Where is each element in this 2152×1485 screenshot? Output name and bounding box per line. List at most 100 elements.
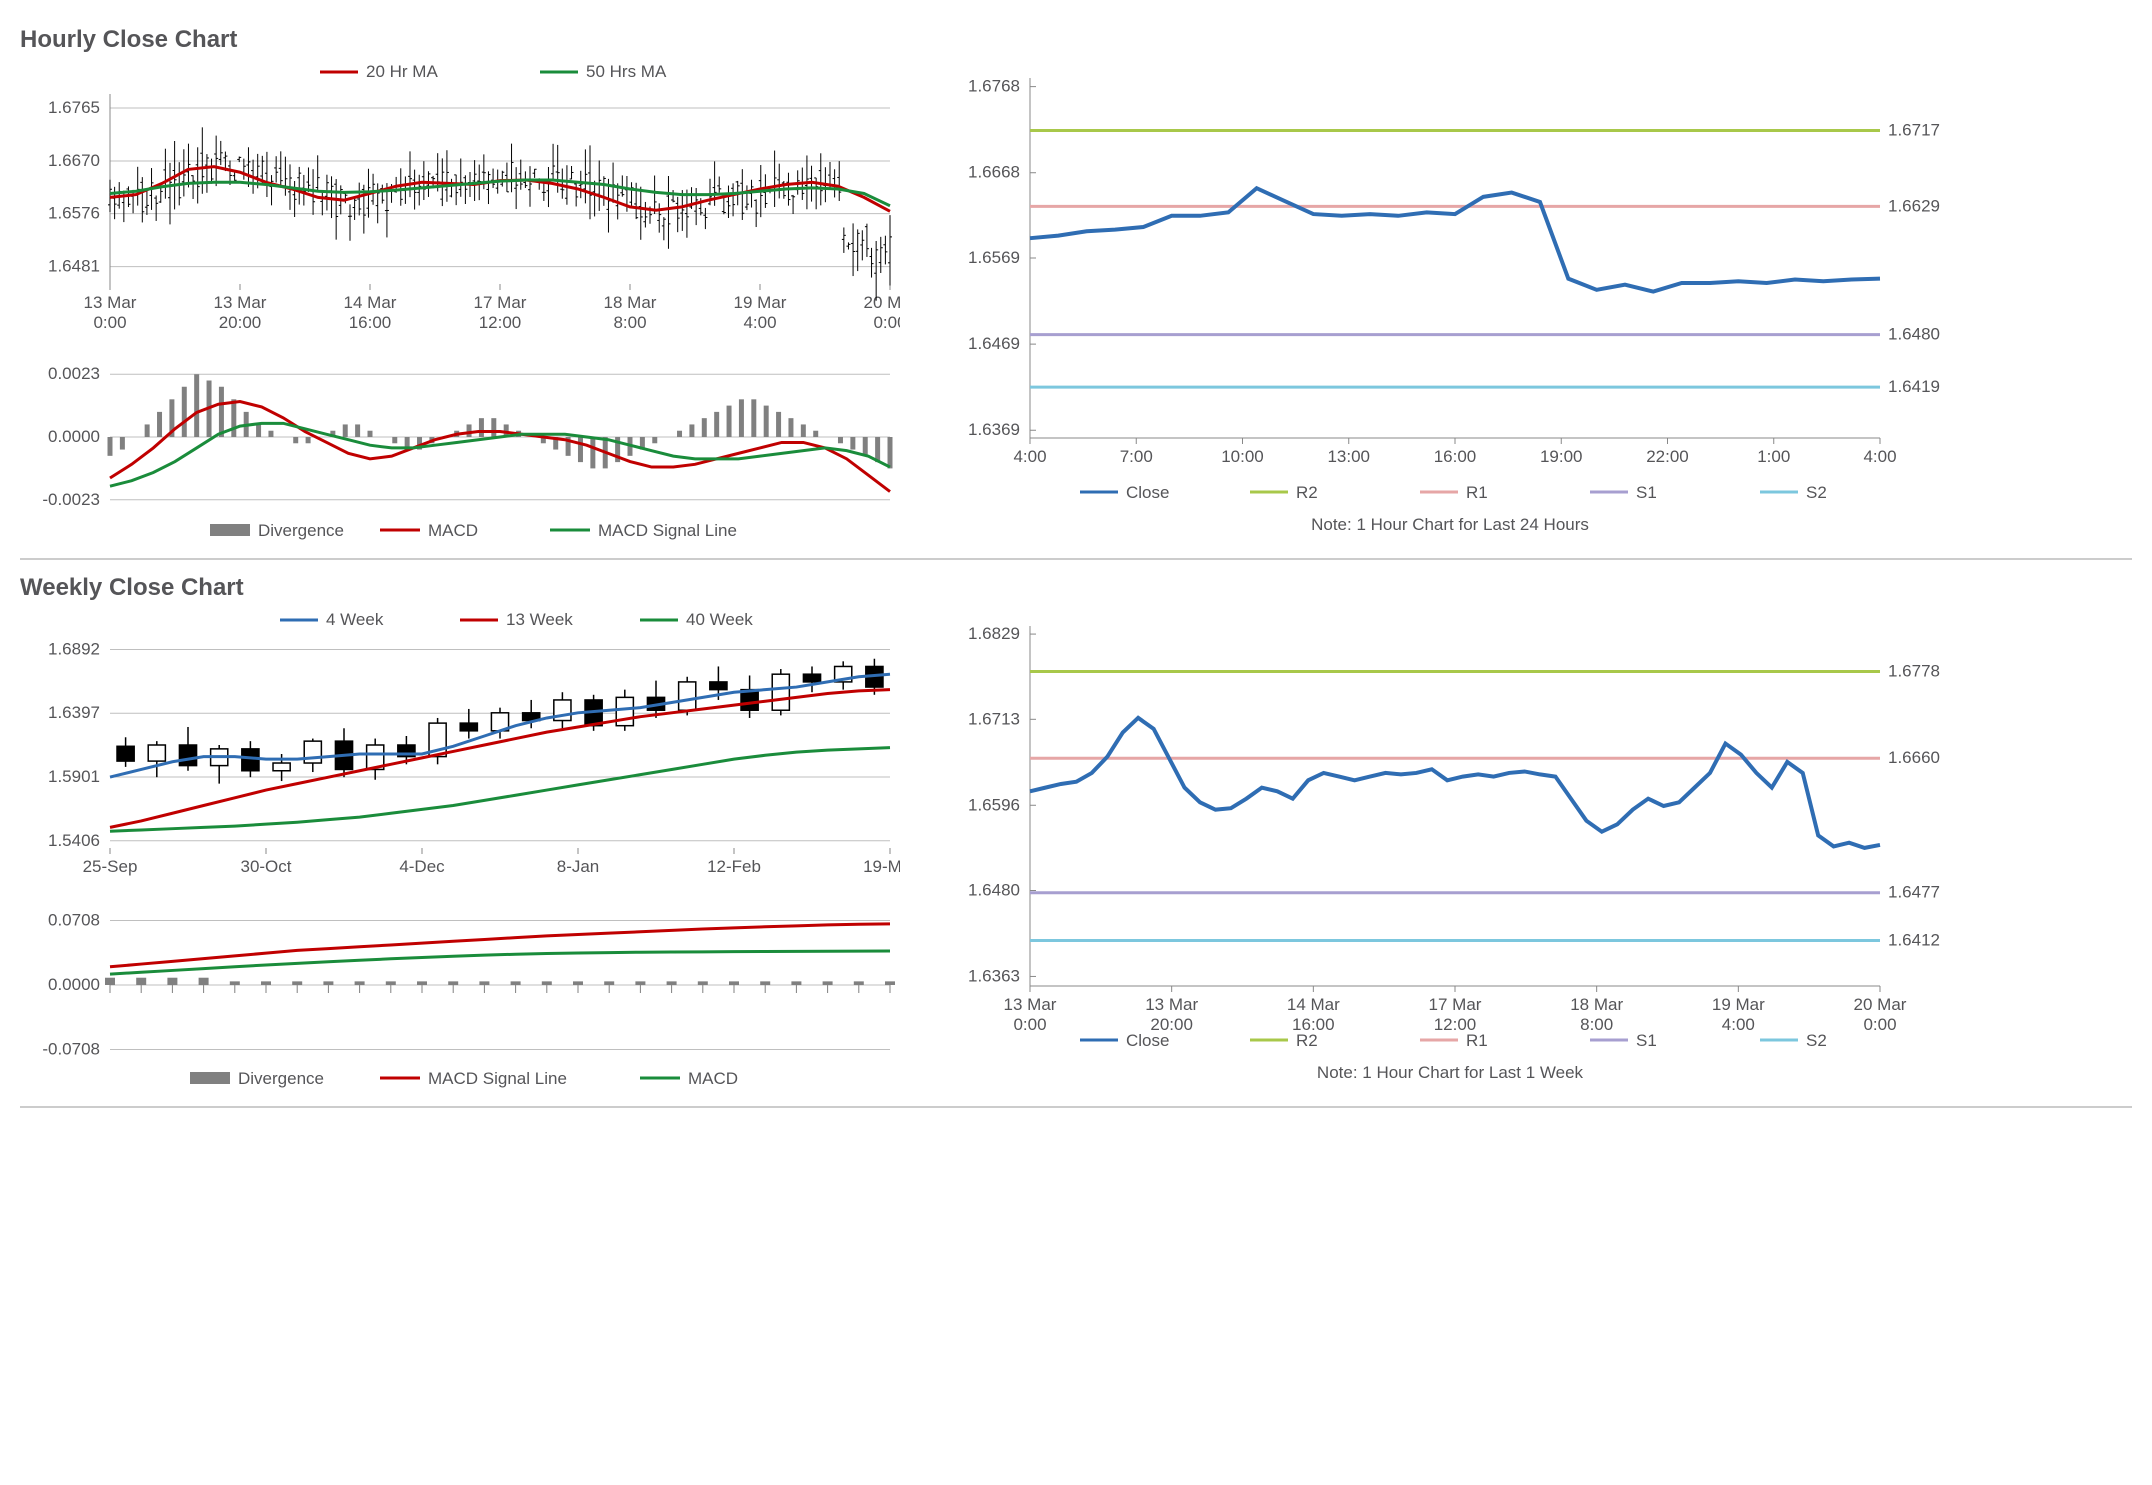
svg-text:R1: R1 xyxy=(1466,483,1488,502)
svg-text:1.6412: 1.6412 xyxy=(1888,930,1940,949)
weekly-row: 4 Week13 Week40 Week1.54061.59011.63971.… xyxy=(20,606,2132,1108)
svg-text:0:00: 0:00 xyxy=(873,313,900,332)
svg-text:0:00: 0:00 xyxy=(93,313,126,332)
svg-text:16:00: 16:00 xyxy=(349,313,392,332)
svg-text:1.6477: 1.6477 xyxy=(1888,883,1940,902)
svg-text:0:00: 0:00 xyxy=(1863,1015,1896,1034)
svg-text:R1: R1 xyxy=(1466,1031,1488,1050)
svg-text:13:00: 13:00 xyxy=(1327,447,1370,466)
hourly-title: Hourly Close Chart xyxy=(20,26,2132,54)
svg-text:4:00: 4:00 xyxy=(1863,447,1896,466)
svg-text:1.6480: 1.6480 xyxy=(968,880,1020,899)
svg-text:18 Mar: 18 Mar xyxy=(1570,995,1623,1014)
svg-text:Divergence: Divergence xyxy=(238,1069,324,1088)
svg-text:S1: S1 xyxy=(1636,483,1657,502)
svg-text:50 Hrs MA: 50 Hrs MA xyxy=(586,62,667,81)
svg-text:1.6576: 1.6576 xyxy=(48,204,100,223)
svg-text:4 Week: 4 Week xyxy=(326,610,384,629)
svg-text:MACD Signal Line: MACD Signal Line xyxy=(598,521,737,540)
svg-text:1.6668: 1.6668 xyxy=(968,163,1020,182)
svg-text:MACD: MACD xyxy=(688,1069,738,1088)
svg-text:S2: S2 xyxy=(1806,1031,1827,1050)
svg-text:1.6829: 1.6829 xyxy=(968,624,1020,643)
svg-text:1.6892: 1.6892 xyxy=(48,639,100,658)
svg-text:1.6670: 1.6670 xyxy=(48,151,100,170)
svg-text:12-Feb: 12-Feb xyxy=(707,857,761,876)
svg-text:1.6660: 1.6660 xyxy=(1888,748,1940,767)
svg-text:17 Mar: 17 Mar xyxy=(474,293,527,312)
svg-text:13 Week: 13 Week xyxy=(506,610,573,629)
svg-text:0:00: 0:00 xyxy=(1013,1015,1046,1034)
svg-text:20 Hr MA: 20 Hr MA xyxy=(366,62,438,81)
weekly-macd-chart: -0.07080.00000.0708DivergenceMACD Signal… xyxy=(20,896,900,1096)
svg-text:4:00: 4:00 xyxy=(743,313,776,332)
svg-text:1.6480: 1.6480 xyxy=(1888,325,1940,344)
svg-text:S1: S1 xyxy=(1636,1031,1657,1050)
svg-text:19 Mar: 19 Mar xyxy=(734,293,787,312)
svg-text:1:00: 1:00 xyxy=(1757,447,1790,466)
svg-text:Divergence: Divergence xyxy=(258,521,344,540)
svg-text:1.6419: 1.6419 xyxy=(1888,377,1940,396)
svg-text:8-Jan: 8-Jan xyxy=(557,857,600,876)
svg-text:1.6778: 1.6778 xyxy=(1888,662,1940,681)
weekly-title: Weekly Close Chart xyxy=(20,574,2132,602)
svg-text:30-Oct: 30-Oct xyxy=(240,857,291,876)
svg-text:19-Mar: 19-Mar xyxy=(863,857,900,876)
hourly-left: 20 Hr MA50 Hrs MA1.64811.65761.66701.676… xyxy=(20,58,900,548)
svg-text:8:00: 8:00 xyxy=(1580,1015,1613,1034)
svg-text:20 Mar: 20 Mar xyxy=(1854,995,1907,1014)
svg-text:10:00: 10:00 xyxy=(1221,447,1264,466)
svg-text:1.6596: 1.6596 xyxy=(968,795,1020,814)
svg-text:20:00: 20:00 xyxy=(219,313,262,332)
svg-text:4:00: 4:00 xyxy=(1013,447,1046,466)
svg-text:16:00: 16:00 xyxy=(1434,447,1477,466)
svg-text:4:00: 4:00 xyxy=(1722,1015,1755,1034)
svg-text:1.6713: 1.6713 xyxy=(968,709,1020,728)
svg-text:Close: Close xyxy=(1126,1031,1169,1050)
svg-text:1.6765: 1.6765 xyxy=(48,98,100,117)
svg-text:1.6569: 1.6569 xyxy=(968,248,1020,267)
svg-text:1.6469: 1.6469 xyxy=(968,334,1020,353)
svg-text:R2: R2 xyxy=(1296,1031,1318,1050)
svg-text:8:00: 8:00 xyxy=(613,313,646,332)
svg-text:0.0023: 0.0023 xyxy=(48,364,100,383)
svg-text:1.6397: 1.6397 xyxy=(48,703,100,722)
svg-text:13 Mar: 13 Mar xyxy=(1004,995,1057,1014)
svg-text:14 Mar: 14 Mar xyxy=(1287,995,1340,1014)
svg-text:4-Dec: 4-Dec xyxy=(399,857,445,876)
hourly-right: 1.6369 1.6469 1.6569 1.6668 1.6768 4:00 7:00 10… xyxy=(940,58,1960,548)
svg-text:19 Mar: 19 Mar xyxy=(1712,995,1765,1014)
hourly-macd-chart: -0.0023 0.0000 0.0023 Divergence MACD MACD Si… xyxy=(20,348,900,548)
svg-text:Note: 1 Hour Chart for Last 24: Note: 1 Hour Chart for Last 24 Hours xyxy=(1311,515,1589,534)
svg-text:0.0000: 0.0000 xyxy=(48,975,100,994)
svg-text:1.5406: 1.5406 xyxy=(48,831,100,850)
svg-text:40 Week: 40 Week xyxy=(686,610,753,629)
svg-text:7:00: 7:00 xyxy=(1120,447,1153,466)
svg-text:18 Mar: 18 Mar xyxy=(604,293,657,312)
svg-text:R2: R2 xyxy=(1296,483,1318,502)
svg-text:17 Mar: 17 Mar xyxy=(1429,995,1482,1014)
svg-text:13 Mar: 13 Mar xyxy=(214,293,267,312)
svg-text:20 Mar: 20 Mar xyxy=(864,293,900,312)
svg-text:14 Mar: 14 Mar xyxy=(344,293,397,312)
svg-text:-0.0023: -0.0023 xyxy=(42,490,100,509)
svg-text:0.0708: 0.0708 xyxy=(48,911,100,930)
weekly-price-chart: 4 Week13 Week40 Week1.54061.59011.63971.… xyxy=(20,606,900,896)
svg-text:Note: 1 Hour Chart for Last 1: Note: 1 Hour Chart for Last 1 Week xyxy=(1317,1063,1584,1082)
svg-text:1.6717: 1.6717 xyxy=(1888,121,1940,140)
svg-text:25-Sep: 25-Sep xyxy=(83,857,138,876)
hourly-row: 20 Hr MA50 Hrs MA1.64811.65761.66701.676… xyxy=(20,58,2132,560)
svg-text:1.6768: 1.6768 xyxy=(968,77,1020,96)
svg-text:13 Mar: 13 Mar xyxy=(1145,995,1198,1014)
weekly-right: 1.63631.64801.65961.67131.682913 Mar0:00… xyxy=(940,606,1960,1096)
svg-text:13 Mar: 13 Mar xyxy=(84,293,137,312)
svg-text:1.6369: 1.6369 xyxy=(968,420,1020,439)
svg-text:MACD: MACD xyxy=(428,521,478,540)
hourly-sr-chart: 1.6369 1.6469 1.6569 1.6668 1.6768 4:00 7:00 10… xyxy=(940,58,1960,548)
weekly-left: 4 Week13 Week40 Week1.54061.59011.63971.… xyxy=(20,606,900,1096)
svg-text:1.6629: 1.6629 xyxy=(1888,196,1940,215)
svg-text:0.0000: 0.0000 xyxy=(48,427,100,446)
svg-text:19:00: 19:00 xyxy=(1540,447,1583,466)
svg-text:Close: Close xyxy=(1126,483,1169,502)
svg-text:-0.0708: -0.0708 xyxy=(42,1039,100,1058)
